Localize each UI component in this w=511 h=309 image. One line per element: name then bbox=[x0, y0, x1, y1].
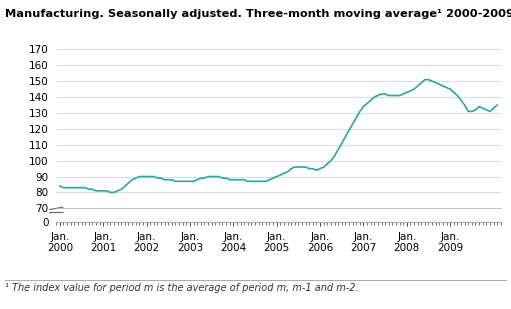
Text: ¹ The index value for period m is the average of period m, m-1 and m-2.: ¹ The index value for period m is the av… bbox=[5, 283, 359, 293]
Text: Manufacturing. Seasonally adjusted. Three-month moving average¹ 2000-2009: Manufacturing. Seasonally adjusted. Thre… bbox=[5, 9, 511, 19]
